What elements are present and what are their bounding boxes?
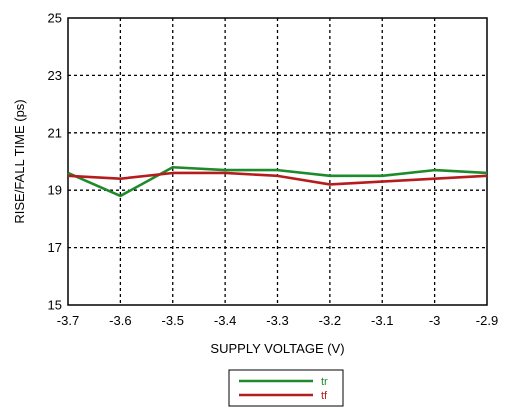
x-tick-label: -3 [429, 313, 441, 328]
x-tick-label: -3.7 [57, 313, 79, 328]
y-axis-title: RISE/FALL TIME (ps) [12, 99, 27, 223]
x-tick-label: -2.9 [476, 313, 498, 328]
x-axis-ticks: -3.7 -3.6 -3.5 -3.4 -3.3 -3.2 -3.1 -3 -2.9 [57, 313, 498, 328]
legend-box [228, 369, 344, 407]
y-tick-label: 19 [48, 183, 62, 198]
legend-label-tf: tf [321, 390, 328, 402]
x-tick-label: -3.4 [214, 313, 236, 328]
x-tick-label: -3.1 [371, 313, 393, 328]
x-tick-label: -3.3 [266, 313, 288, 328]
y-tick-label: 25 [48, 11, 62, 26]
x-tick-label: -3.2 [319, 313, 341, 328]
series-line-tr [67, 165, 488, 198]
grid [68, 18, 487, 305]
x-axis-title: SUPPLY VOLTAGE (V) [210, 341, 344, 356]
y-tick-label: 17 [48, 240, 62, 255]
x-tick-label: -3.5 [162, 313, 184, 328]
legend-label-tr: tr [321, 376, 328, 388]
series-lines [67, 165, 488, 198]
y-axis-ticks: 15 17 19 21 23 25 [48, 11, 62, 313]
x-tick-label: -3.6 [109, 313, 131, 328]
series-line-tf [67, 171, 488, 186]
plot-frame [67, 17, 488, 306]
y-tick-label: 23 [48, 68, 62, 83]
y-tick-label: 21 [48, 125, 62, 140]
legend: tr tf [228, 369, 344, 407]
y-tick-label: 15 [48, 298, 62, 313]
